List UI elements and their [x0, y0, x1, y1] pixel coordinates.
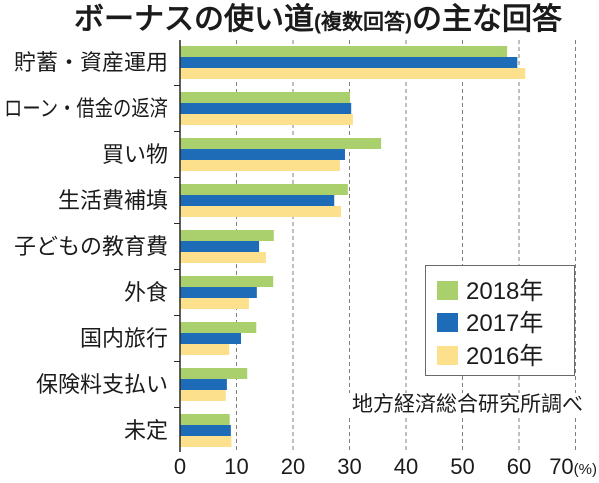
- category-label-4: 生活費補填: [58, 188, 168, 213]
- legend-label-2017: 2017年: [466, 310, 543, 337]
- bar-2017-category-7: [180, 333, 242, 344]
- bar-2017-category-8: [180, 379, 227, 390]
- bar-2017-category-1: [180, 57, 518, 68]
- source-note: 地方経済総合研究所調べ: [352, 393, 583, 416]
- bar-2016-category-3: [180, 160, 340, 171]
- category-label-6: 外食: [124, 280, 168, 305]
- bar-2017-category-9: [180, 425, 231, 436]
- bar-2018-category-9: [180, 414, 230, 425]
- category-label-2: ローン・借金の返済: [4, 96, 168, 121]
- bar-2016-category-9: [180, 436, 232, 447]
- plot-area: 貯蓄・資産運用ローン・借金の返済買い物生活費補填子どもの教育費外食国内旅行保険料…: [4, 40, 597, 479]
- bar-2018-category-6: [180, 276, 274, 287]
- bar-2018-category-3: [180, 138, 382, 149]
- x-tick-label-50: 50: [450, 454, 474, 479]
- category-label-5: 子どもの教育費: [14, 234, 168, 259]
- bar-2016-category-5: [180, 252, 266, 263]
- bar-2018-category-5: [180, 230, 274, 241]
- x-axis-unit: (%): [574, 461, 597, 478]
- x-tick-label-group-70: 70(%): [549, 454, 597, 479]
- bar-2016-category-7: [180, 344, 230, 355]
- category-label-1: 貯蓄・資産運用: [14, 50, 168, 75]
- bar-2016-category-1: [180, 68, 526, 79]
- legend: 2018年 2017年 2016年: [425, 265, 575, 376]
- x-tick-label-20: 20: [281, 454, 305, 479]
- legend-label-2018: 2018年: [466, 278, 543, 305]
- chart-title-main: ボーナスの使い道: [74, 3, 314, 36]
- bar-2018-category-2: [180, 92, 351, 103]
- bar-2017-category-2: [180, 103, 352, 114]
- legend-swatch-2017: [437, 313, 458, 332]
- x-tick-label-0: 0: [174, 454, 186, 479]
- bar-2018-category-1: [180, 46, 508, 57]
- bar-2016-category-6: [180, 298, 249, 309]
- bar-2018-category-4: [180, 184, 348, 195]
- category-label-7: 国内旅行: [80, 326, 168, 351]
- legend-swatch-2016: [437, 346, 458, 365]
- bar-2017-category-5: [180, 241, 260, 252]
- category-label-9: 未定: [124, 418, 168, 443]
- x-tick-label-60: 60: [507, 454, 531, 479]
- bar-2017-category-4: [180, 195, 335, 206]
- legend-swatch-2018: [437, 281, 458, 300]
- x-tick-label-70: 70: [549, 454, 573, 479]
- category-label-8: 保険料支払い: [36, 372, 168, 397]
- bar-2017-category-3: [180, 149, 345, 160]
- bar-2016-category-2: [180, 114, 353, 125]
- bar-2016-category-4: [180, 206, 342, 217]
- chart-title: ボーナスの使い道(複数回答)の主な回答: [74, 3, 563, 36]
- source-backdrop: [330, 393, 585, 416]
- x-tick-label-30: 30: [337, 454, 361, 479]
- chart-title-suffix: の主な回答: [412, 3, 563, 36]
- bar-2018-category-7: [180, 322, 257, 333]
- chart-title-note: (複数回答): [314, 10, 412, 34]
- legend-label-2016: 2016年: [466, 343, 543, 370]
- category-label-3: 買い物: [102, 142, 168, 167]
- x-tick-label-40: 40: [394, 454, 418, 479]
- bar-2016-category-8: [180, 390, 226, 401]
- bar-2018-category-8: [180, 368, 248, 379]
- x-tick-label-10: 10: [224, 454, 248, 479]
- bar-2017-category-6: [180, 287, 257, 298]
